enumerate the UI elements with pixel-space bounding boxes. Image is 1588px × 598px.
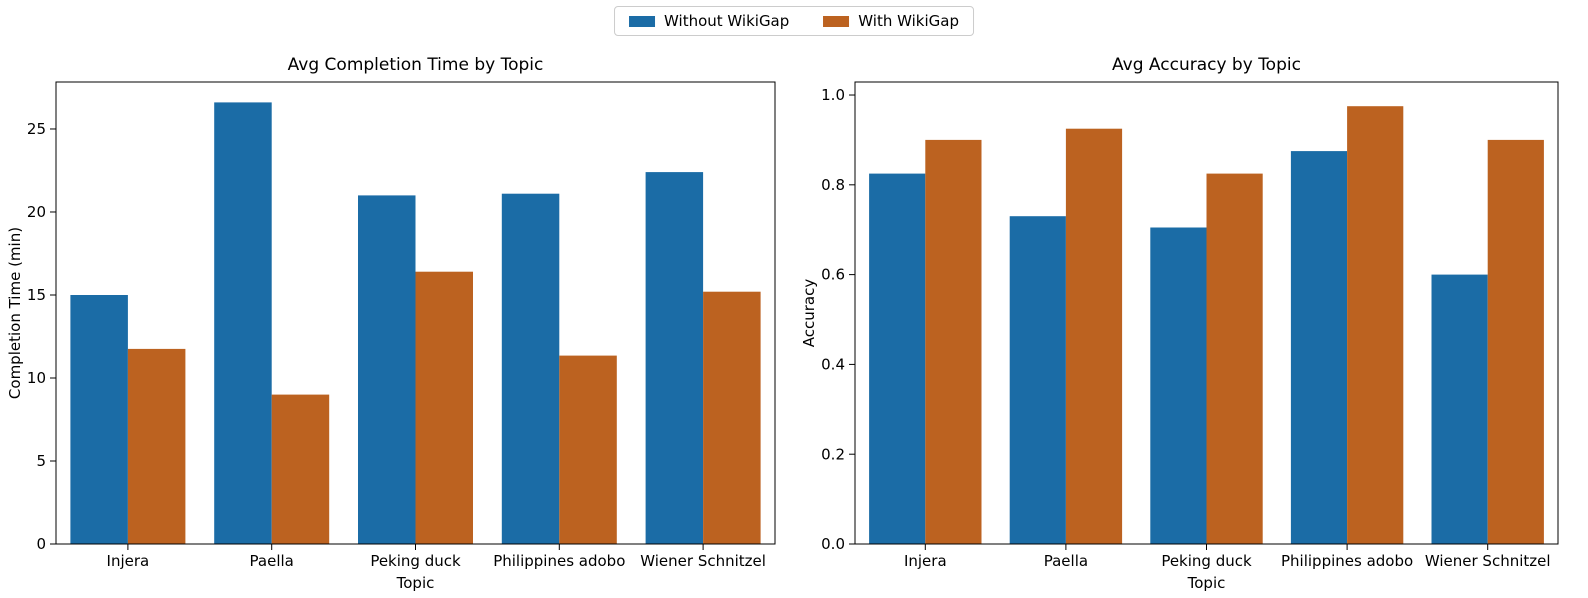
y-tick-label: 0.2	[821, 445, 845, 463]
x-tick-label-injera: Injera	[107, 552, 150, 570]
y-tick-label: 10	[27, 369, 46, 387]
bar-without-wikigap-paella	[214, 102, 272, 545]
bar-with-wikigap-injera	[127, 348, 186, 544]
legend: Without WikiGap With WikiGap	[614, 6, 974, 36]
legend-swatch-without-wikigap	[629, 15, 656, 27]
bar-without-wikigap-injera	[869, 173, 926, 544]
x-tick-label-philippines-adobo: Philippines adobo	[493, 552, 625, 570]
x-tick-label-philippines-adobo: Philippines adobo	[1281, 552, 1413, 570]
legend-label-with-wikigap: With WikiGap	[858, 12, 959, 30]
legend-item-without-wikigap: Without WikiGap	[629, 12, 789, 30]
y-tick-label: 0.0	[821, 535, 845, 553]
legend-swatch-with-wikigap	[823, 15, 850, 27]
y-tick-label: 0.4	[821, 356, 845, 374]
chart-title: Avg Completion Time by Topic	[288, 55, 544, 75]
bar-with-wikigap-injera	[925, 139, 982, 544]
y-tick-label: 15	[27, 286, 46, 304]
x-tick-label-paella: Paella	[1044, 552, 1088, 570]
x-axis-label: Topic	[1187, 574, 1226, 592]
y-axis-label: Accuracy	[800, 279, 818, 348]
bar-with-wikigap-wiener-schnitzel	[703, 291, 761, 544]
bar-with-wikigap-philippines-adobo	[1347, 106, 1404, 544]
y-tick-label: 0.6	[821, 266, 845, 284]
bar-without-wikigap-injera	[70, 295, 128, 544]
y-tick-label: 1.0	[821, 86, 845, 104]
bar-without-wikigap-peking-duck	[1150, 227, 1207, 544]
x-tick-label-paella: Paella	[250, 552, 294, 570]
bar-with-wikigap-peking-duck	[415, 271, 473, 544]
bar-without-wikigap-wiener-schnitzel	[645, 172, 704, 544]
legend-item-with-wikigap: With WikiGap	[823, 12, 959, 30]
x-tick-label-peking-duck: Peking duck	[370, 552, 461, 570]
x-axis-label: Topic	[396, 574, 435, 592]
y-tick-label: 20	[27, 203, 46, 221]
bar-with-wikigap-wiener-schnitzel	[1487, 139, 1544, 544]
x-tick-label-injera: Injera	[904, 552, 947, 570]
completion-time-chart: 0 5 10 15 20 25 Injera Paella Peking duck Philipp…	[6, 55, 776, 592]
y-axis-label: Completion Time (min)	[6, 227, 24, 399]
bar-with-wikigap-paella	[271, 394, 330, 544]
bar-without-wikigap-paella	[1009, 216, 1066, 544]
bar-with-wikigap-philippines-adobo	[559, 355, 617, 544]
legend-label-without-wikigap: Without WikiGap	[664, 12, 790, 30]
x-tick-label-wiener-schnitzel: Wiener Schnitzel	[1425, 552, 1551, 570]
bar-without-wikigap-philippines-adobo	[501, 193, 560, 544]
bar-without-wikigap-peking-duck	[358, 195, 416, 544]
chart-title: Avg Accuracy by Topic	[1112, 55, 1301, 75]
y-tick-label: 5	[36, 452, 46, 470]
bar-without-wikigap-philippines-adobo	[1290, 151, 1348, 544]
x-tick-label-peking-duck: Peking duck	[1161, 552, 1252, 570]
x-tick-label-wiener-schnitzel: Wiener Schnitzel	[640, 552, 766, 570]
bar-without-wikigap-wiener-schnitzel	[1431, 274, 1488, 544]
y-tick-label: 0.8	[821, 176, 845, 194]
accuracy-chart: 0.0 0.2 0.4 0.6 0.8 1.0 Injera Paella Peking duc…	[800, 55, 1559, 592]
bar-with-wikigap-paella	[1065, 128, 1123, 544]
y-tick-label: 25	[27, 120, 46, 138]
bar-with-wikigap-peking-duck	[1206, 173, 1263, 544]
y-tick-label: 0	[36, 535, 46, 553]
